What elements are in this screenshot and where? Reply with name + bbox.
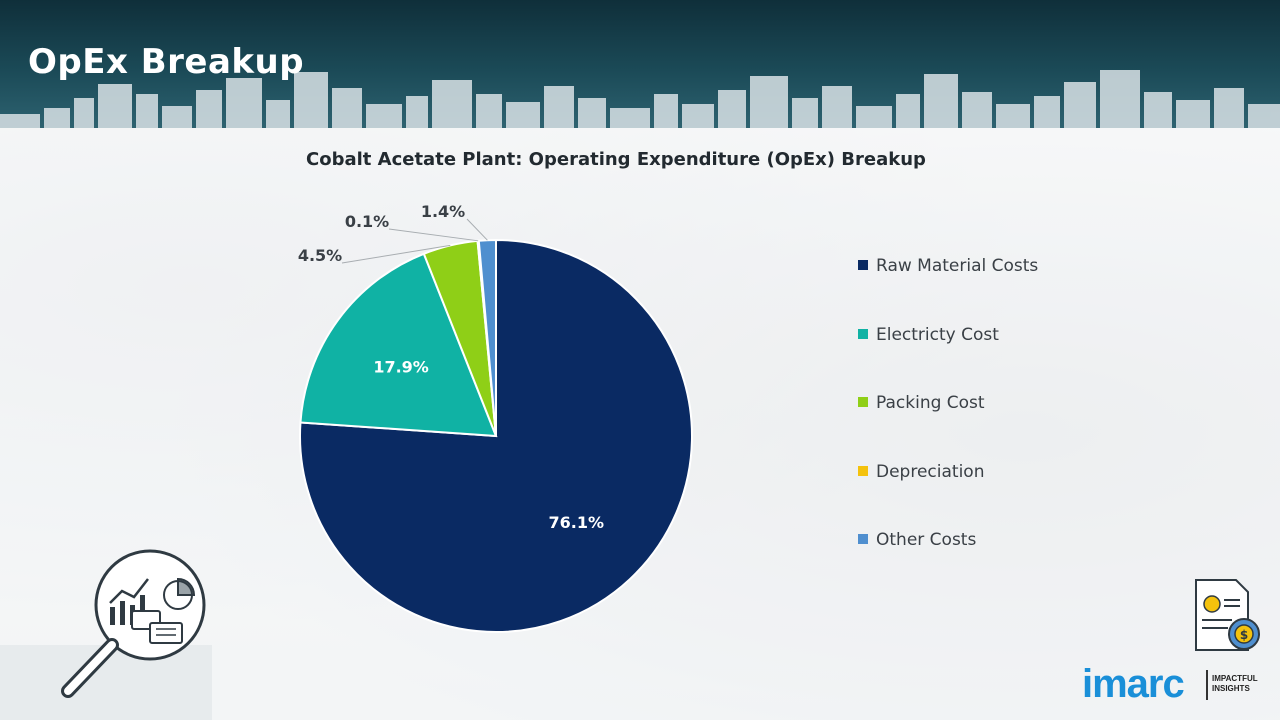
legend-item-packing-cost: Packing Cost: [858, 393, 985, 413]
logo-tagline: IMPACTFUL INSIGHTS: [1212, 674, 1258, 693]
leader-line-packing-cost: [341, 244, 451, 264]
legend-item-raw-material-costs: Raw Material Costs: [858, 256, 1038, 276]
data-label-depreciation: 0.1%: [345, 212, 389, 231]
chart-title: Cobalt Acetate Plant: Operating Expendit…: [306, 149, 926, 170]
legend-swatch-packing-cost: [858, 397, 868, 407]
data-label-electricity-cost: 17.9%: [373, 358, 429, 377]
pie-slice-raw-material-costs: [299, 238, 693, 633]
pie-slice-electricity-cost: [299, 252, 498, 438]
analytics-magnifier-icon: [0, 549, 212, 720]
legend-swatch-other-costs: [858, 534, 868, 544]
legend-item-depreciation: Depreciation: [858, 462, 984, 482]
legend-swatch-raw-material-costs: [858, 260, 868, 270]
leader-line-depreciation: [388, 228, 479, 242]
legend-label-depreciation: Depreciation: [876, 461, 985, 482]
city-skyline: [0, 70, 1280, 128]
data-label-raw-material-costs: 76.1%: [548, 513, 604, 532]
legend-item-other-costs: Other Costs: [858, 530, 976, 550]
legend-label-packing-cost: Packing Cost: [876, 393, 985, 413]
data-label-other-costs: 1.4%: [421, 202, 465, 221]
legend-swatch-depreciation: [858, 465, 868, 476]
data-label-packing-cost: 4.5%: [298, 246, 342, 265]
imarc-logo: imarc IMPACTFUL INSIGHTS: [1082, 660, 1262, 706]
leader-line-other-costs: [466, 218, 488, 241]
cost-document-icon: $: [1195, 579, 1260, 651]
legend-label-raw-material-costs: Raw Material Costs: [876, 256, 1039, 276]
legend-label-other-costs: Other Costs: [876, 530, 977, 550]
logo-wordmark: imarc: [1082, 662, 1185, 706]
svg-text:$: $: [1240, 628, 1248, 642]
legend-item-electricity-cost: Electricty Cost: [858, 325, 999, 345]
pie-slice-other-costs: [477, 238, 497, 437]
header-banner: OpEx Breakup: [0, 0, 1280, 128]
logo-divider: [1206, 670, 1208, 700]
legend-label-electricity-cost: Electricty Cost: [876, 324, 999, 345]
legend-swatch-electricity-cost: [858, 328, 868, 339]
page-title: OpEx Breakup: [28, 42, 305, 82]
